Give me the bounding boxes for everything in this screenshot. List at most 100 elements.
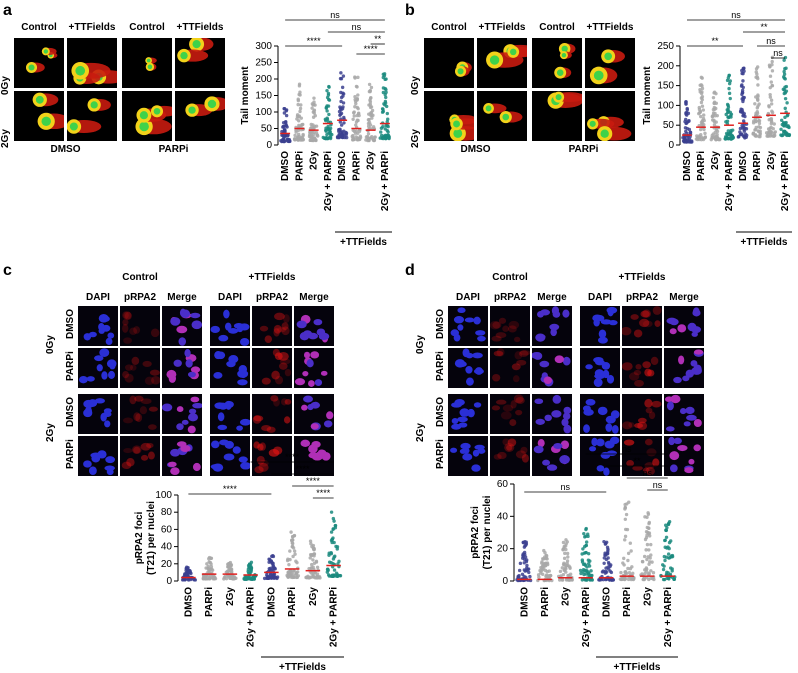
data-point xyxy=(687,118,691,123)
column-label: Control xyxy=(431,22,467,33)
microscopy-image xyxy=(580,436,620,476)
data-point xyxy=(353,76,357,80)
data-point xyxy=(386,124,390,129)
microscopy-image xyxy=(252,348,292,388)
data-point xyxy=(769,117,774,121)
data-point xyxy=(699,100,704,105)
data-point xyxy=(310,106,314,110)
comet-image xyxy=(122,38,172,88)
data-point xyxy=(366,124,371,129)
data-point xyxy=(310,562,314,567)
data-column xyxy=(242,560,258,581)
data-point xyxy=(338,106,343,111)
microscopy-image xyxy=(294,394,334,434)
data-point xyxy=(522,574,526,579)
data-point xyxy=(227,568,232,573)
column-label: pRPA2 xyxy=(625,292,659,303)
data-column xyxy=(304,539,322,580)
data-point xyxy=(764,131,769,135)
y-axis-label: (T21) per nuclei xyxy=(482,495,493,569)
data-point xyxy=(351,111,356,115)
data-point xyxy=(271,554,276,559)
data-column xyxy=(764,55,778,138)
data-point xyxy=(330,540,334,545)
data-point xyxy=(641,577,645,582)
data-point xyxy=(324,129,328,133)
data-point xyxy=(338,120,343,124)
data-point xyxy=(521,540,525,544)
data-point xyxy=(769,133,773,137)
data-point xyxy=(381,136,386,141)
data-point xyxy=(784,66,788,70)
data-point xyxy=(340,130,344,134)
column-label: pRPA2 xyxy=(493,292,527,303)
data-point xyxy=(354,123,358,127)
data-point xyxy=(623,534,628,539)
data-point xyxy=(782,72,787,76)
data-point xyxy=(648,560,652,564)
data-point xyxy=(755,75,760,79)
data-point xyxy=(782,124,786,128)
data-point xyxy=(299,103,303,107)
data-point xyxy=(664,535,669,539)
data-point xyxy=(269,576,274,580)
data-point xyxy=(649,542,653,547)
data-point xyxy=(626,551,631,556)
data-point xyxy=(643,571,647,576)
data-point xyxy=(699,96,704,100)
data-point xyxy=(272,566,276,571)
data-point xyxy=(367,103,371,107)
header-group: +TTFields xyxy=(618,272,666,283)
data-column xyxy=(321,84,334,141)
y-tick-label: 60 xyxy=(497,479,509,490)
data-point xyxy=(296,132,301,137)
data-point xyxy=(773,130,778,134)
data-point xyxy=(381,124,385,129)
data-point xyxy=(355,118,360,122)
data-point xyxy=(267,567,271,571)
data-point xyxy=(608,569,612,573)
comet-image xyxy=(14,38,64,88)
data-point xyxy=(309,571,314,575)
data-point xyxy=(310,553,314,557)
data-point xyxy=(325,109,329,113)
microscopy-image xyxy=(622,394,662,434)
microscopy-image xyxy=(120,436,160,476)
category-label: PARPi xyxy=(287,587,298,617)
data-column xyxy=(364,82,377,143)
data-point xyxy=(314,576,319,580)
data-point xyxy=(770,120,774,124)
data-point xyxy=(328,135,333,140)
data-point xyxy=(331,516,336,521)
data-point xyxy=(341,135,345,139)
data-point xyxy=(341,101,346,105)
data-point xyxy=(687,140,691,144)
data-point xyxy=(714,120,718,124)
data-point xyxy=(371,125,376,129)
data-point xyxy=(787,125,791,130)
data-point xyxy=(769,80,773,84)
y-tick-label: 200 xyxy=(255,74,272,85)
data-point xyxy=(309,122,313,127)
data-point xyxy=(565,551,570,556)
microscopy-image xyxy=(448,436,488,476)
data-point xyxy=(312,124,317,128)
data-point xyxy=(282,111,287,115)
data-point xyxy=(326,91,331,96)
data-point xyxy=(539,571,543,575)
microscopy-image xyxy=(162,436,202,476)
data-point xyxy=(738,126,743,131)
data-point xyxy=(703,131,707,136)
y-tick-label: 250 xyxy=(255,58,272,69)
category-label: PARPi xyxy=(696,151,707,181)
column-label: DAPI xyxy=(218,292,242,303)
group-label: DMSO xyxy=(50,144,81,155)
data-point xyxy=(385,111,390,116)
y-axis-label: (T21) per nuclei xyxy=(146,501,157,575)
data-point xyxy=(587,564,592,568)
data-point xyxy=(247,562,252,566)
data-point xyxy=(269,559,274,563)
data-point xyxy=(662,564,666,568)
